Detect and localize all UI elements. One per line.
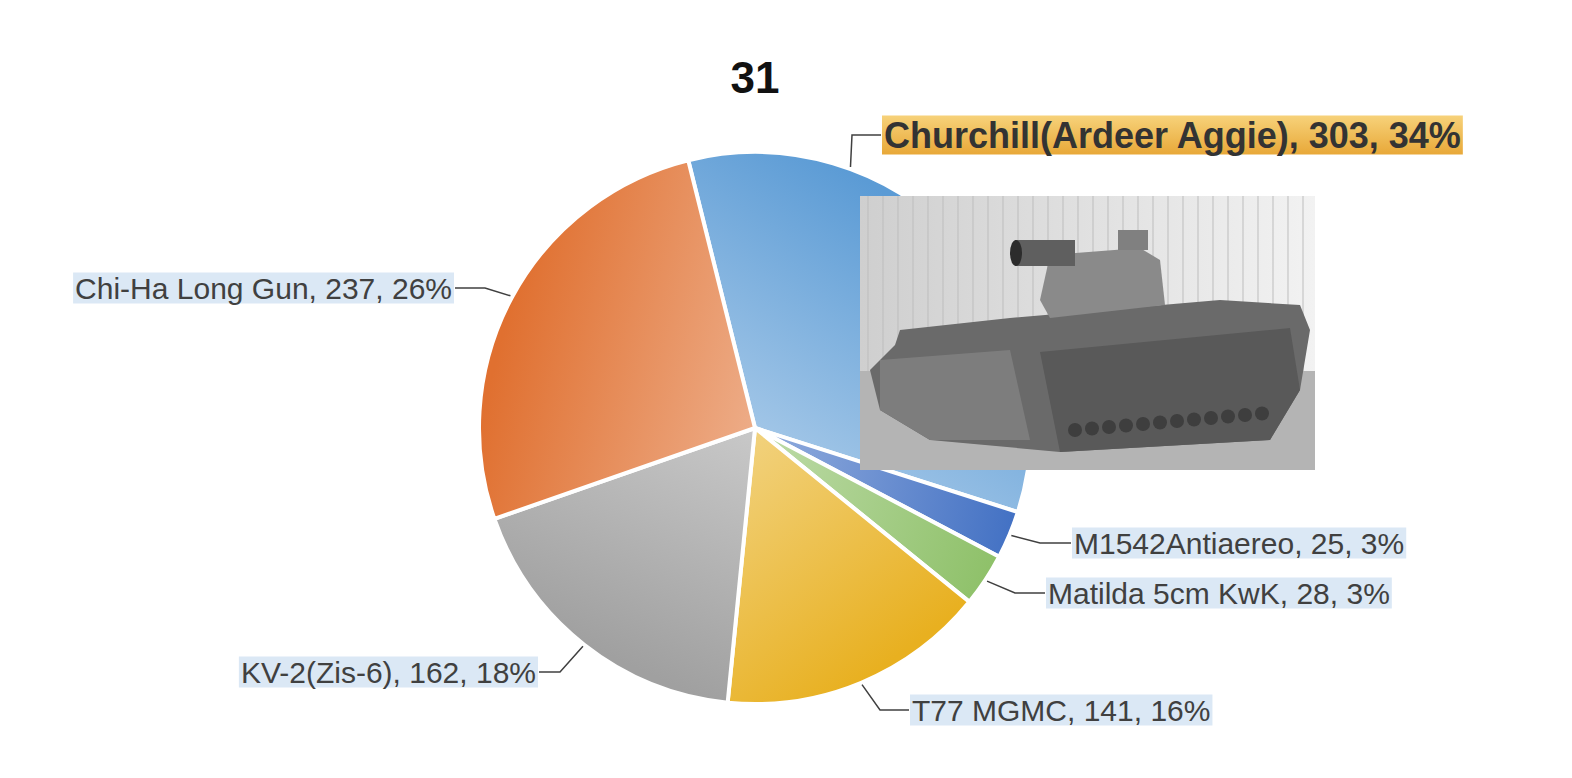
leader-line: [539, 646, 583, 672]
leader-line: [987, 581, 1045, 593]
photo-tank-muzzle: [1010, 240, 1022, 266]
photo-tank-wheel: [1170, 414, 1184, 428]
data-label: T77 MGMC, 141, 16%: [912, 694, 1210, 727]
photo-tank-wheel: [1204, 411, 1218, 425]
leader-line: [455, 288, 510, 296]
slice: [479, 160, 755, 519]
label-background: [910, 695, 1212, 726]
photo-tank-gun: [1015, 240, 1075, 266]
photo-tank-cupola: [1118, 230, 1148, 250]
data-label: Churchill(Ardeer Aggie), 303, 34%: [884, 115, 1461, 156]
photo-tank-side: [880, 350, 1030, 440]
label-background: [73, 273, 454, 304]
data-label: KV-2(Zis-6), 162, 18%: [241, 656, 536, 689]
label-background: [882, 116, 1463, 155]
photo-tank-wheel: [1153, 416, 1167, 430]
photo-tank-wheel: [1238, 408, 1252, 422]
photo-tank-wheel: [1085, 422, 1099, 436]
photo-tank-wheel: [1221, 410, 1235, 424]
photo-tank-hull: [870, 300, 1310, 452]
photo-tank-wheel: [1187, 413, 1201, 427]
label-background: [1072, 528, 1406, 559]
photo-background: [860, 196, 1315, 470]
leader-line: [850, 135, 881, 167]
leader-line: [862, 685, 909, 710]
photo-wall-line: [868, 196, 869, 371]
photo-tank-wheel: [1068, 423, 1082, 437]
data-label: Matilda 5cm KwK, 28, 3%: [1048, 577, 1390, 610]
photo-tank-wheel: [1136, 417, 1150, 431]
data-labels: Churchill(Ardeer Aggie), 303, 34% M1542An…: [73, 115, 1463, 727]
title: 31: [731, 53, 780, 102]
data-label: M1542Antiaereo, 25, 3%: [1074, 527, 1404, 560]
photo: [860, 196, 1315, 470]
photo-tank-wheel: [1255, 407, 1269, 421]
photo-tank-wheel: [1102, 420, 1116, 434]
label-background: [239, 657, 538, 688]
leader-line: [1011, 536, 1071, 543]
photo-wall-line: [883, 196, 884, 371]
photo-tank-wheel: [1119, 419, 1133, 433]
data-label: Chi-Ha Long Gun, 237, 26%: [75, 272, 452, 305]
chart: 31 Churchill(Ardeer Aggie), 303, 34% M1542…: [0, 0, 1572, 778]
label-background: [1046, 578, 1392, 609]
photo-tank-track: [1040, 328, 1300, 452]
